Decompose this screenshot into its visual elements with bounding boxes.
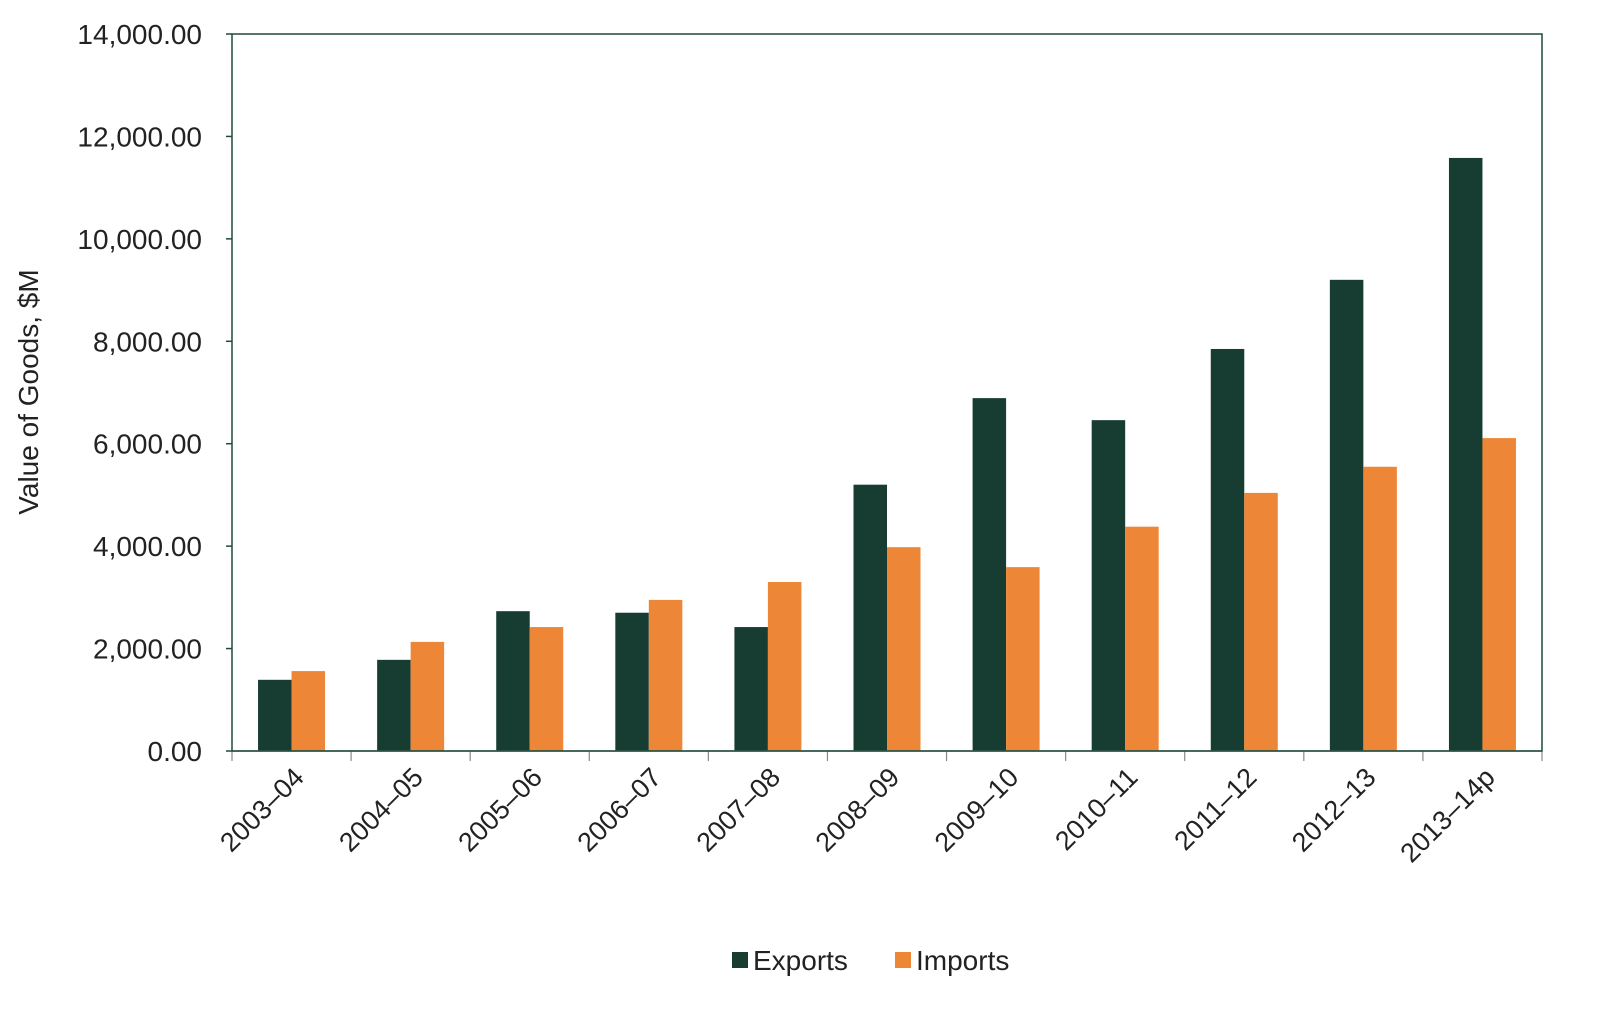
bar-exports [734, 627, 768, 751]
y-tick-label: 2,000.00 [93, 634, 202, 665]
legend: Exports Imports [732, 945, 1009, 976]
bar-imports [648, 599, 683, 751]
bar-exports [496, 611, 530, 751]
x-tick-label: 2003–04 [214, 762, 310, 858]
plot-area-border [231, 33, 1543, 752]
legend-label-imports: Imports [916, 945, 1009, 976]
y-tick-label: 4,000.00 [93, 531, 202, 562]
legend-swatch-exports [732, 952, 748, 968]
bar-exports [1448, 157, 1483, 751]
x-tick-label: 2005–06 [452, 762, 548, 858]
x-tick-label: 2013–14p [1395, 762, 1501, 868]
bar-exports [258, 679, 292, 751]
y-axis-label: Value of Goods, $M [13, 269, 44, 514]
bar-imports [1006, 567, 1040, 751]
bar-exports [377, 659, 411, 751]
y-tick-label: 6,000.00 [93, 429, 202, 460]
bar-imports [1363, 466, 1397, 751]
y-tick-label: 8,000.00 [93, 326, 202, 357]
x-tick-label: 2010–11 [1049, 762, 1143, 856]
x-tick-label: 2004–05 [333, 762, 429, 858]
legend-label-exports: Exports [753, 945, 848, 976]
bar-imports [767, 581, 802, 751]
bar-imports [1125, 526, 1159, 751]
bar-exports [1091, 420, 1126, 751]
bar-imports [410, 641, 445, 751]
bar-imports [291, 671, 326, 751]
bar-exports [853, 484, 887, 751]
y-tick-label: 0.00 [148, 736, 203, 767]
x-tick-label: 2012–13 [1286, 762, 1382, 858]
bars [258, 157, 1516, 751]
x-tick-label: 2006–07 [572, 762, 668, 858]
x-tick-label: 2007–08 [691, 762, 787, 858]
y-axis: 0.00 2,000.00 4,000.00 6,000.00 8,000.00 10,0… [77, 19, 232, 767]
y-tick-label: 12,000.00 [77, 121, 202, 152]
y-tick-label: 14,000.00 [77, 19, 202, 50]
legend-swatch-imports [895, 952, 911, 968]
bar-exports [1329, 279, 1364, 751]
y-tick-label: 10,000.00 [77, 224, 202, 255]
x-tick-label: 2008–09 [810, 762, 906, 858]
bar-exports [1210, 348, 1245, 751]
bar-exports [972, 398, 1007, 751]
bar-imports [529, 627, 564, 751]
x-tick-label: 2009–10 [929, 762, 1025, 858]
x-tick-label: 2011–12 [1168, 762, 1262, 856]
bar-imports [1244, 492, 1278, 751]
x-axis: 2003–04 2004–05 2005–06 2006–07 2007–08 2008–… [214, 750, 1543, 868]
bar-imports [1482, 438, 1516, 751]
bar-imports [887, 547, 921, 751]
bar-exports [615, 612, 649, 751]
